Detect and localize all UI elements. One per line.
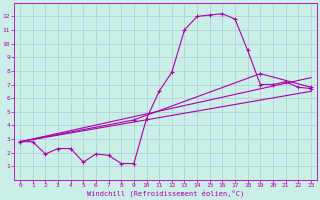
X-axis label: Windchill (Refroidissement éolien,°C): Windchill (Refroidissement éolien,°C) xyxy=(87,190,244,197)
